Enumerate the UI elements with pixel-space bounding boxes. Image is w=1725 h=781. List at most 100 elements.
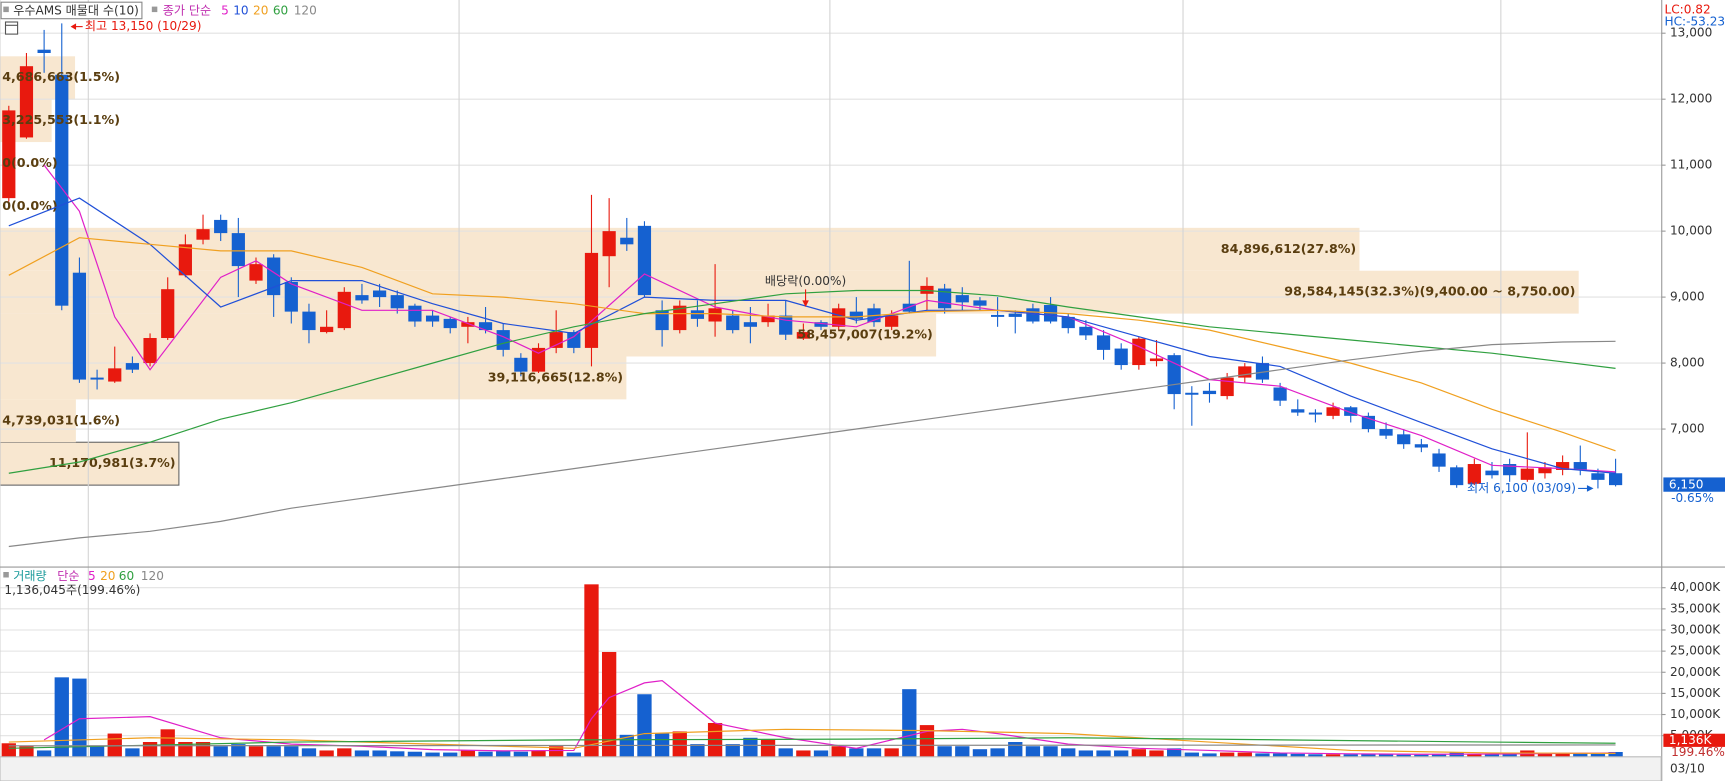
volume-bar [743, 737, 758, 757]
candle-body [885, 315, 899, 327]
volume-profile-box [0, 441, 180, 486]
current-date: 03/10 [1670, 761, 1705, 775]
candle-body [1220, 377, 1234, 397]
volume-bar [937, 746, 952, 757]
legend-entry: 20 [100, 569, 115, 583]
volume-summary: 1,136,045주(199.46%) [4, 583, 140, 597]
candle-body [1149, 358, 1164, 362]
candle-body [1467, 464, 1481, 484]
volume-bar [19, 746, 34, 757]
candle-body [673, 305, 687, 331]
volume-bar [725, 744, 740, 757]
volume-profile-label: 4,686,663(1.5%) [2, 69, 120, 84]
y-tick-label: 40,000K [1670, 580, 1721, 594]
candle-body [832, 308, 846, 327]
candle-body [320, 326, 334, 333]
volume-bar [1378, 754, 1394, 757]
candle-body [302, 311, 316, 331]
volume-bar [301, 748, 317, 757]
volume-bar [849, 748, 864, 757]
high-label: 최고 13,150 (10/29) [85, 19, 202, 33]
hc-indicator: HC:-53.23 [1664, 15, 1725, 29]
ex-dividend-label: 배당락(0.00%) [765, 274, 846, 288]
volume-bar [142, 742, 158, 757]
volume-bar [1343, 754, 1358, 757]
y-tick-label: 20,000K [1670, 665, 1721, 679]
candle-body [637, 225, 652, 296]
candle-body [1450, 467, 1464, 486]
candle-body [1432, 453, 1446, 467]
volume-bar [354, 750, 370, 757]
candle-body [2, 110, 16, 199]
volume-bar [407, 751, 423, 757]
volume-profile-box [0, 399, 76, 443]
volume-profile-box [0, 270, 1579, 314]
volume-bar [1414, 754, 1429, 757]
legend-entry: 120 [294, 4, 317, 18]
legend-entry: 120 [141, 569, 164, 583]
volume-bar [1, 743, 16, 757]
candle-body [973, 300, 987, 306]
legend-entry: 5 [88, 569, 96, 583]
candle-body [425, 315, 440, 322]
volume-profile-label: 58,457,007(19.2%) [797, 327, 932, 342]
volume-bar [1290, 753, 1305, 757]
volume-bar [1431, 754, 1447, 757]
volume-bar [284, 746, 299, 757]
last-volume-label: 1,136K [1669, 733, 1713, 747]
candle-body [1273, 387, 1287, 401]
candle-body [37, 49, 51, 54]
volume-bar [266, 746, 281, 757]
candle-body [443, 318, 457, 329]
front-layer: 11,170,981(3.7%) 4,739,031(1.6%) 39,116,66… [2, 4, 1725, 775]
volume-bar [884, 748, 899, 757]
candle-body [567, 332, 581, 348]
candle-body [408, 305, 422, 322]
volume-bar [478, 751, 493, 757]
date-axis [0, 756, 1662, 781]
volume-bar [1573, 753, 1588, 757]
candle-body [1397, 434, 1411, 445]
volume-profile-label: 84,896,612(27.8%) [1221, 241, 1356, 256]
volume-legend-icon [3, 572, 9, 578]
volume-bar [1167, 748, 1182, 757]
volume-bar [1272, 753, 1288, 757]
volume-bar [584, 584, 599, 757]
candle-body [372, 290, 387, 298]
candle-body [1132, 338, 1146, 366]
volume-bar [566, 752, 581, 757]
volume-bar [990, 748, 1005, 757]
candle-body [1344, 407, 1358, 416]
candle-body [920, 285, 934, 294]
volume-ma-title: 단순 [57, 569, 79, 583]
volume-bar [1396, 754, 1411, 757]
moving-average-line [8, 289, 1616, 474]
volume-profile-label: 3,225,553(1.1%) [2, 112, 120, 127]
volume-bar [390, 751, 405, 757]
candle-body [990, 314, 1005, 317]
volume-bar [672, 731, 687, 757]
candle-body [1308, 412, 1323, 415]
volume-bar [1467, 754, 1482, 757]
legend-entry: 60 [119, 569, 134, 583]
candle-body [461, 322, 475, 327]
volume-bar [531, 750, 546, 757]
candle-body [1503, 464, 1517, 476]
candle-body [284, 281, 298, 312]
volume-title: 거래량 [13, 569, 46, 583]
legend-entry: 20 [253, 4, 268, 18]
last-volume-box [1663, 733, 1725, 747]
candle-body [1379, 429, 1393, 436]
volume-bar [1308, 754, 1323, 757]
volume-bar [1043, 746, 1058, 757]
volume-bar [637, 694, 652, 757]
moving-average-line [8, 737, 1616, 749]
y-tick-label: 7,000 [1670, 422, 1705, 436]
volume-bar [513, 751, 529, 757]
volume-bar [1114, 750, 1129, 757]
candle-body [726, 315, 740, 331]
volume-bar [549, 746, 564, 757]
candle-body [690, 310, 705, 319]
